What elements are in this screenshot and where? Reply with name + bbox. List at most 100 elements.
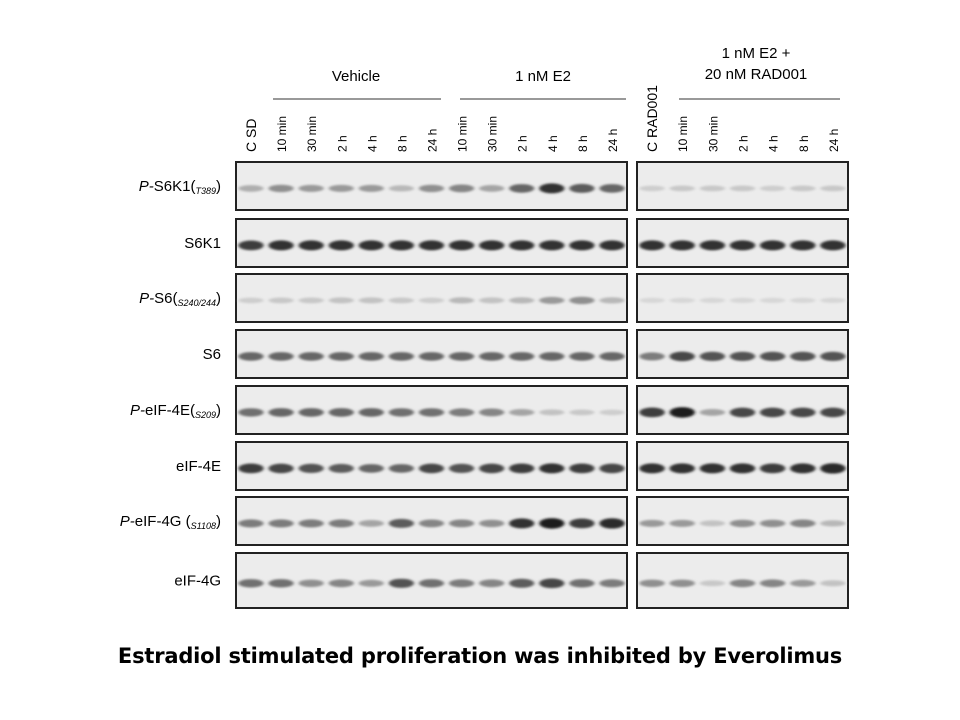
blot-band xyxy=(639,185,665,192)
row-label-main: eIF-4G ( xyxy=(135,513,191,530)
lane-labels: C SD 10 min 30 min 2 h 4 h 8 h 24 h 10 min 30 mi… xyxy=(243,85,841,152)
blot-band xyxy=(569,183,595,193)
blot-row xyxy=(235,385,849,435)
blot-band xyxy=(298,240,324,251)
blot-band xyxy=(328,240,354,251)
blot-band xyxy=(238,579,264,588)
blot-band xyxy=(358,184,384,192)
blot-row xyxy=(235,552,849,609)
row-label-main: eIF-4E xyxy=(176,458,221,475)
blot-band xyxy=(759,240,786,251)
blot-row-label: eIF-4G xyxy=(174,573,221,590)
blot-band xyxy=(298,297,324,304)
blot-row xyxy=(235,161,849,211)
blot-band xyxy=(358,464,384,473)
row-label-subscript: S209 xyxy=(195,410,216,420)
blot-band xyxy=(418,519,445,528)
blot-band xyxy=(238,352,264,361)
lane-label: 24 h xyxy=(606,129,620,152)
blot-band xyxy=(449,297,475,304)
blot-band xyxy=(569,579,595,588)
blot-band xyxy=(699,409,726,416)
lane-label: C RAD001 xyxy=(644,85,660,152)
blot-band xyxy=(669,579,695,587)
blot-band xyxy=(358,579,384,587)
group-label-e2: 1 nM E2 xyxy=(515,68,571,85)
lane-label: 24 h xyxy=(827,129,841,152)
blot-band xyxy=(328,408,354,417)
blot-band xyxy=(268,297,294,304)
lane-label: 30 min xyxy=(305,116,319,152)
blot-band xyxy=(509,297,535,304)
blot-band xyxy=(820,240,846,251)
blot-band xyxy=(268,240,294,251)
blot-band xyxy=(790,519,816,528)
group-label-vehicle: Vehicle xyxy=(332,68,380,85)
lane-label: 30 min xyxy=(486,116,500,152)
lane-label: 2 h xyxy=(335,135,349,152)
blot-band xyxy=(790,297,816,303)
blot-band xyxy=(449,184,475,193)
lane-label: 2 h xyxy=(737,135,751,152)
blot-band xyxy=(599,409,625,416)
blot-band xyxy=(418,463,445,474)
blot-band xyxy=(328,463,354,473)
blot-panels xyxy=(235,161,849,609)
blot-band xyxy=(479,185,505,192)
blot-band xyxy=(238,297,264,304)
blot-band xyxy=(699,297,726,303)
blot-band xyxy=(388,240,414,251)
blot-band xyxy=(790,185,816,192)
blot-row-label: P-eIF-4G (S1108) xyxy=(120,513,221,531)
blot-row xyxy=(235,441,849,491)
blot-band xyxy=(358,240,384,251)
blot-band xyxy=(268,408,294,417)
lane-label: C SD xyxy=(243,119,259,152)
row-label-main: S6K1 xyxy=(184,235,221,252)
blot-band xyxy=(328,579,354,588)
blot-row-label: P-S6(S240/244) xyxy=(139,290,221,308)
blot-band xyxy=(759,463,786,474)
blot-band xyxy=(298,352,324,361)
row-label-main: eIF-4G xyxy=(174,573,221,590)
blot-band xyxy=(358,297,384,304)
group-label-rad-line1: 1 nM E2 + xyxy=(722,45,791,62)
blot-band xyxy=(820,351,846,361)
figure-caption: Estradiol stimulated proliferation was i… xyxy=(117,644,843,668)
blot-band xyxy=(569,409,595,416)
blot-band xyxy=(569,240,595,251)
blot-band xyxy=(699,463,726,474)
blot-band xyxy=(298,463,324,473)
blot-band xyxy=(790,240,816,251)
blot-band xyxy=(268,579,294,588)
lane-label: 30 min xyxy=(706,116,720,152)
row-label-main: S6 xyxy=(203,346,221,363)
blot-band xyxy=(268,184,294,193)
blot-row xyxy=(235,329,849,379)
blot-band xyxy=(298,408,324,417)
blot-band xyxy=(699,351,726,361)
blot-band xyxy=(449,240,475,251)
blot-band xyxy=(699,240,726,251)
lane-label: 4 h xyxy=(546,135,560,152)
blot-band xyxy=(569,296,595,305)
blot-band xyxy=(639,297,665,303)
blot-band xyxy=(569,352,595,361)
blot-band xyxy=(599,579,625,588)
lane-label: 8 h xyxy=(395,135,409,152)
blot-band xyxy=(790,407,816,418)
blot-band xyxy=(599,518,625,529)
blot-band xyxy=(599,297,625,304)
blot-band xyxy=(238,463,264,474)
blot-band xyxy=(729,579,756,588)
blot-band xyxy=(539,183,565,194)
blot-band xyxy=(539,518,565,529)
blot-band xyxy=(479,579,505,588)
blot-band xyxy=(298,579,324,587)
blot-band xyxy=(669,407,695,418)
blot-band xyxy=(238,519,264,528)
blot-band xyxy=(268,519,294,528)
blot-band xyxy=(238,408,264,417)
row-label-prefix: P- xyxy=(130,402,145,419)
blot-band xyxy=(449,408,475,417)
